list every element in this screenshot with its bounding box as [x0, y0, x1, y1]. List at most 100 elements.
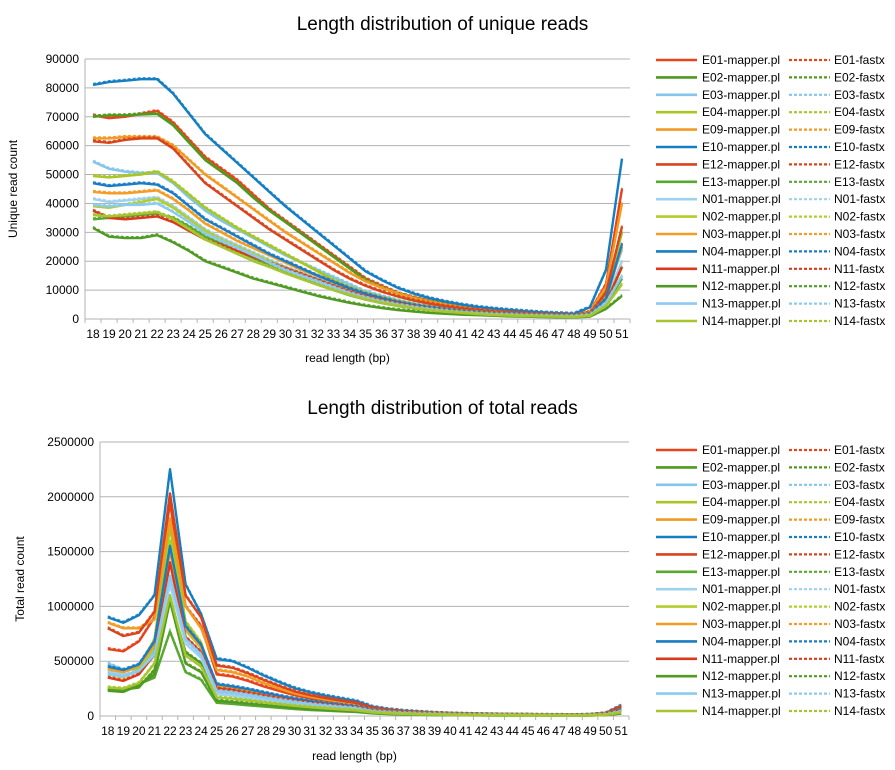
- legend-label: E13-mapper.pl: [702, 565, 780, 579]
- legend-label: N13-mapper.pl: [702, 297, 781, 311]
- legend-label: N04-fastx: [834, 244, 885, 258]
- legend-label: N12-mapper.pl: [702, 669, 781, 683]
- legend-label: N14-fastx: [834, 314, 885, 328]
- x-tick-label: 34: [350, 724, 364, 738]
- y-tick-label: 0: [87, 709, 94, 723]
- x-tick-label: 27: [231, 327, 245, 341]
- x-tick-label: 30: [288, 724, 302, 738]
- series-line-N14-fastx: [107, 593, 622, 716]
- y-tick-label: 30000: [46, 225, 80, 239]
- legend-label: E01-mapper.pl: [702, 443, 780, 457]
- x-tick-label: 20: [132, 724, 146, 738]
- legend-label: N02-mapper.pl: [702, 210, 781, 224]
- x-tick-label: 51: [615, 724, 629, 738]
- x-tick-label: 28: [257, 724, 271, 738]
- x-tick-label: 29: [263, 327, 277, 341]
- y-tick-label: 1500000: [47, 545, 94, 559]
- total-reads-chart: Length distribution of total reads 0 5000…: [0, 390, 895, 770]
- legend-label: E01-mapper.pl: [702, 53, 780, 67]
- y-tick-label: 20000: [46, 254, 80, 268]
- x-tick-label: 51: [615, 327, 629, 341]
- x-tick-label: 36: [381, 724, 395, 738]
- x-tick-label: 49: [583, 327, 597, 341]
- y-tick-label: 40000: [46, 196, 80, 210]
- chart-title: Length distribution of unique reads: [296, 14, 589, 35]
- series-line-N14-mapper.pl: [107, 594, 622, 717]
- x-tick-label: 23: [166, 327, 180, 341]
- legend-label: E03-fastx: [834, 478, 885, 492]
- series-line-E01-fastx: [107, 500, 622, 715]
- y-tick-label: 500000: [54, 654, 94, 668]
- x-tick-label: 21: [134, 327, 148, 341]
- legend-label: E02-mapper.pl: [702, 70, 780, 84]
- legend-label: N02-fastx: [834, 210, 885, 224]
- x-tick-label: 34: [343, 327, 357, 341]
- x-tick-label: 26: [226, 724, 240, 738]
- legend-label: E02-fastx: [834, 70, 885, 84]
- legend-label: E03-mapper.pl: [702, 88, 780, 102]
- legend-label: E04-fastx: [834, 495, 885, 509]
- legend-label: E10-mapper.pl: [702, 530, 780, 544]
- x-tick-label: 32: [319, 724, 333, 738]
- x-tick-label: 39: [423, 327, 437, 341]
- x-tick-label: 40: [439, 327, 453, 341]
- x-tick-label: 43: [487, 327, 501, 341]
- legend-label: N04-mapper.pl: [702, 244, 781, 258]
- x-tick-label: 44: [503, 327, 517, 341]
- legend-label: E02-fastx: [834, 460, 885, 474]
- legend-label: E03-fastx: [834, 88, 885, 102]
- legend-label: N11-fastx: [834, 262, 884, 276]
- y-tick-label: 0: [72, 312, 79, 326]
- legend-label: N04-mapper.pl: [702, 634, 781, 648]
- x-tick-label: 36: [375, 327, 389, 341]
- legend-label: E09-mapper.pl: [702, 513, 780, 527]
- legend-label: E09-fastx: [834, 123, 885, 137]
- series-line-N13-fastx: [92, 201, 623, 317]
- legend-label: E13-mapper.pl: [702, 175, 780, 189]
- unique-reads-chart: Length distribution of unique reads 0 100…: [6, 14, 885, 365]
- x-tick-label: 49: [583, 724, 597, 738]
- x-tick-label: 30: [279, 327, 293, 341]
- legend-label: E12-mapper.pl: [702, 547, 780, 561]
- x-tick-label: 19: [117, 724, 131, 738]
- x-tick-label: 20: [118, 327, 132, 341]
- y-tick-label: 60000: [46, 139, 80, 153]
- legend-label: E12-fastx: [834, 157, 885, 171]
- y-tick-label: 10000: [46, 283, 80, 297]
- y-tick-label: 70000: [46, 110, 80, 124]
- x-tick-label: 48: [568, 724, 582, 738]
- series-line-E01-mapper.pl: [107, 501, 622, 717]
- legend-label: N12-fastx: [834, 279, 885, 293]
- legend-label: N12-mapper.pl: [702, 279, 781, 293]
- legend-label: E09-fastx: [834, 513, 885, 527]
- x-tick-label: 33: [334, 724, 348, 738]
- y-axis-title: Total read count: [13, 536, 27, 622]
- x-tick-label: 21: [148, 724, 162, 738]
- legend-label: N14-mapper.pl: [702, 704, 781, 718]
- x-tick-label: 42: [471, 327, 485, 341]
- legend-label: N11-mapper.pl: [702, 262, 780, 276]
- legend-label: N02-mapper.pl: [702, 600, 781, 614]
- legend-label: N13-fastx: [834, 297, 885, 311]
- legend-label: N02-fastx: [834, 600, 885, 614]
- series-line-N04-fastx: [92, 181, 623, 316]
- x-tick-label: 35: [359, 327, 373, 341]
- x-tick-label: 24: [194, 724, 208, 738]
- x-tick-label: 45: [521, 724, 535, 738]
- x-tick-label: 23: [179, 724, 193, 738]
- legend-label: E04-mapper.pl: [702, 105, 780, 119]
- legend-label: E13-fastx: [834, 565, 885, 579]
- x-tick-label: 24: [183, 327, 197, 341]
- x-tick-label: 44: [506, 724, 520, 738]
- legend-label: N11-mapper.pl: [702, 652, 780, 666]
- y-tick-label: 1000000: [47, 599, 94, 613]
- legend-label: N14-fastx: [834, 704, 885, 718]
- legend-label: E13-fastx: [834, 175, 885, 189]
- x-tick-label: 47: [552, 724, 566, 738]
- x-tick-label: 18: [86, 327, 100, 341]
- x-tick-label: 46: [537, 724, 551, 738]
- legend-label: E02-mapper.pl: [702, 460, 780, 474]
- x-tick-label: 41: [459, 724, 473, 738]
- x-tick-label: 38: [412, 724, 426, 738]
